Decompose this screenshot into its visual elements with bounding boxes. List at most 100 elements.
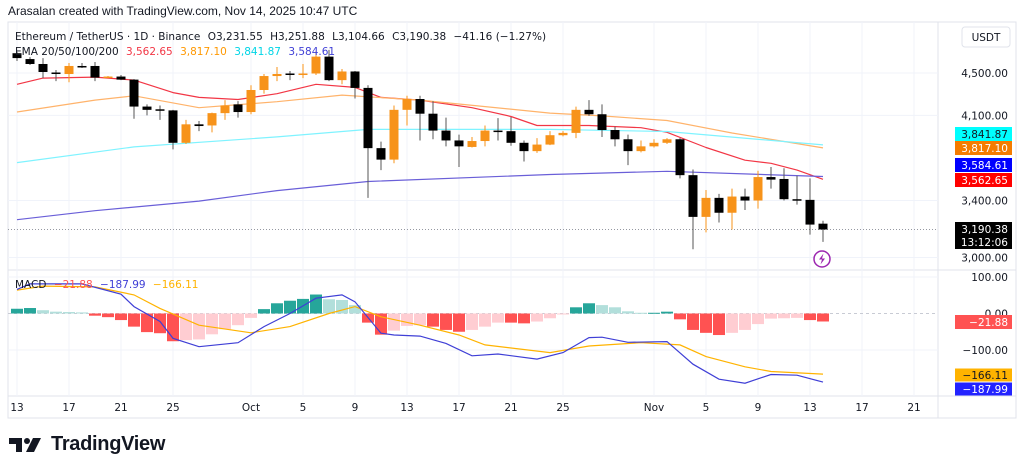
candle-body bbox=[792, 199, 802, 201]
macd-histogram-bar bbox=[206, 313, 218, 335]
macd-histogram-bar bbox=[609, 307, 621, 314]
ema100-badge-bg bbox=[955, 127, 1012, 141]
currency-button[interactable]: USDT bbox=[961, 26, 1011, 48]
macd-histogram-bar bbox=[453, 313, 465, 332]
macd-histogram-bar bbox=[167, 313, 179, 342]
candle-body bbox=[350, 71, 360, 88]
candle bbox=[285, 70, 295, 81]
time-axis-label: Oct bbox=[242, 402, 260, 414]
candle bbox=[376, 141, 386, 171]
candle bbox=[649, 139, 659, 148]
candle bbox=[519, 140, 529, 162]
candle bbox=[636, 140, 646, 153]
candle bbox=[25, 57, 35, 65]
macd-histogram-bar bbox=[37, 310, 49, 314]
candle-body bbox=[90, 65, 100, 78]
candle-body bbox=[324, 56, 334, 81]
candle bbox=[597, 104, 607, 137]
candle-body bbox=[116, 76, 126, 80]
candle bbox=[610, 126, 620, 147]
macd-histogram-bar bbox=[24, 308, 36, 314]
time-axis-label: 13 bbox=[803, 402, 816, 414]
ema100-badge: 3,841.87 bbox=[955, 127, 1012, 141]
candle-body bbox=[285, 73, 295, 76]
ema200-line bbox=[16, 170, 824, 221]
change-value: −41.16 (−1.27%) bbox=[454, 31, 547, 43]
ema-legend[interactable]: EMA 20/50/100/200 3,562.65 3,817.10 3,84… bbox=[15, 46, 335, 58]
macd-histogram-bar bbox=[245, 313, 257, 318]
macd-histogram-bar bbox=[479, 313, 491, 327]
chart-frame bbox=[7, 21, 1017, 419]
candle bbox=[571, 106, 581, 139]
lightning-alert-icon[interactable] bbox=[813, 250, 831, 268]
candle bbox=[688, 169, 698, 250]
candle bbox=[558, 131, 568, 137]
candle-body bbox=[103, 76, 113, 79]
macd-legend[interactable]: MACD −21.88 −187.99 −166.11 bbox=[15, 279, 198, 291]
candle-body bbox=[558, 132, 568, 136]
macd-histogram-bar bbox=[284, 300, 296, 314]
candle bbox=[142, 104, 152, 116]
candle-body bbox=[389, 109, 399, 160]
time-axis-label: 17 bbox=[452, 402, 465, 414]
candle-body bbox=[220, 105, 230, 114]
candle bbox=[805, 178, 815, 235]
tradingview-logo-icon bbox=[9, 437, 41, 452]
macd-histogram-bar bbox=[557, 313, 569, 315]
ema-label: EMA 20/50/100/200 bbox=[15, 46, 119, 58]
candle-body bbox=[623, 139, 633, 152]
macd-label: MACD bbox=[15, 279, 46, 291]
time-axis-label: 21 bbox=[114, 402, 127, 414]
candle bbox=[506, 117, 516, 146]
candle-body bbox=[402, 99, 412, 110]
macd-histogram-bar bbox=[570, 307, 582, 314]
candle-body bbox=[181, 124, 191, 143]
candle bbox=[584, 100, 594, 116]
ema50-badge: 3,817.10 bbox=[955, 141, 1012, 155]
candle bbox=[337, 68, 347, 85]
candle-body bbox=[662, 139, 672, 143]
countdown-label: 13:12:06 bbox=[961, 237, 1008, 249]
candle bbox=[350, 70, 360, 99]
candles bbox=[12, 49, 828, 250]
candle bbox=[545, 131, 555, 146]
candle-body bbox=[259, 76, 269, 90]
macd-histogram-bar bbox=[180, 313, 192, 341]
macd-histogram-bar bbox=[791, 313, 803, 318]
time-axis-label: 21 bbox=[907, 402, 920, 414]
ema100-value: 3,841.87 bbox=[234, 46, 281, 58]
macd-hist-value: −21.88 bbox=[54, 279, 93, 291]
candle bbox=[181, 119, 191, 144]
candle bbox=[415, 95, 425, 141]
ema200-badge-label: 3,584.61 bbox=[961, 160, 1008, 172]
candle bbox=[727, 188, 737, 230]
candle-body bbox=[818, 223, 828, 230]
ohlc-legend: Ethereum / TetherUS · 1D · Binance O3,23… bbox=[15, 31, 546, 43]
macd-histogram-bar bbox=[687, 313, 699, 330]
candle-body bbox=[519, 142, 529, 152]
ema20-value: 3,562.65 bbox=[126, 46, 173, 58]
currency-label: USDT bbox=[972, 32, 1001, 44]
candle bbox=[623, 134, 633, 166]
macd-histogram-bar bbox=[115, 313, 127, 321]
macd-histogram-bar bbox=[700, 313, 712, 333]
candle-body bbox=[597, 114, 607, 131]
macd-histogram-bar bbox=[544, 313, 556, 319]
price-axis-label: 3,000.00 bbox=[961, 252, 1008, 264]
macd-signal-line bbox=[16, 285, 824, 375]
candle-body bbox=[714, 197, 724, 213]
candle bbox=[116, 75, 126, 81]
macd-histogram-bar bbox=[310, 294, 322, 314]
macd-histogram-bar bbox=[154, 313, 166, 334]
candle bbox=[155, 105, 165, 120]
candle bbox=[324, 49, 334, 82]
macd-histogram-bar bbox=[466, 313, 478, 330]
candle-body bbox=[129, 79, 139, 107]
last-price-label: 3,190.38 bbox=[961, 224, 1008, 236]
candle bbox=[77, 62, 87, 68]
candle bbox=[51, 69, 61, 82]
candle bbox=[467, 136, 477, 148]
macd-histogram-bar bbox=[726, 313, 738, 333]
macd-histogram-bar bbox=[193, 313, 205, 340]
